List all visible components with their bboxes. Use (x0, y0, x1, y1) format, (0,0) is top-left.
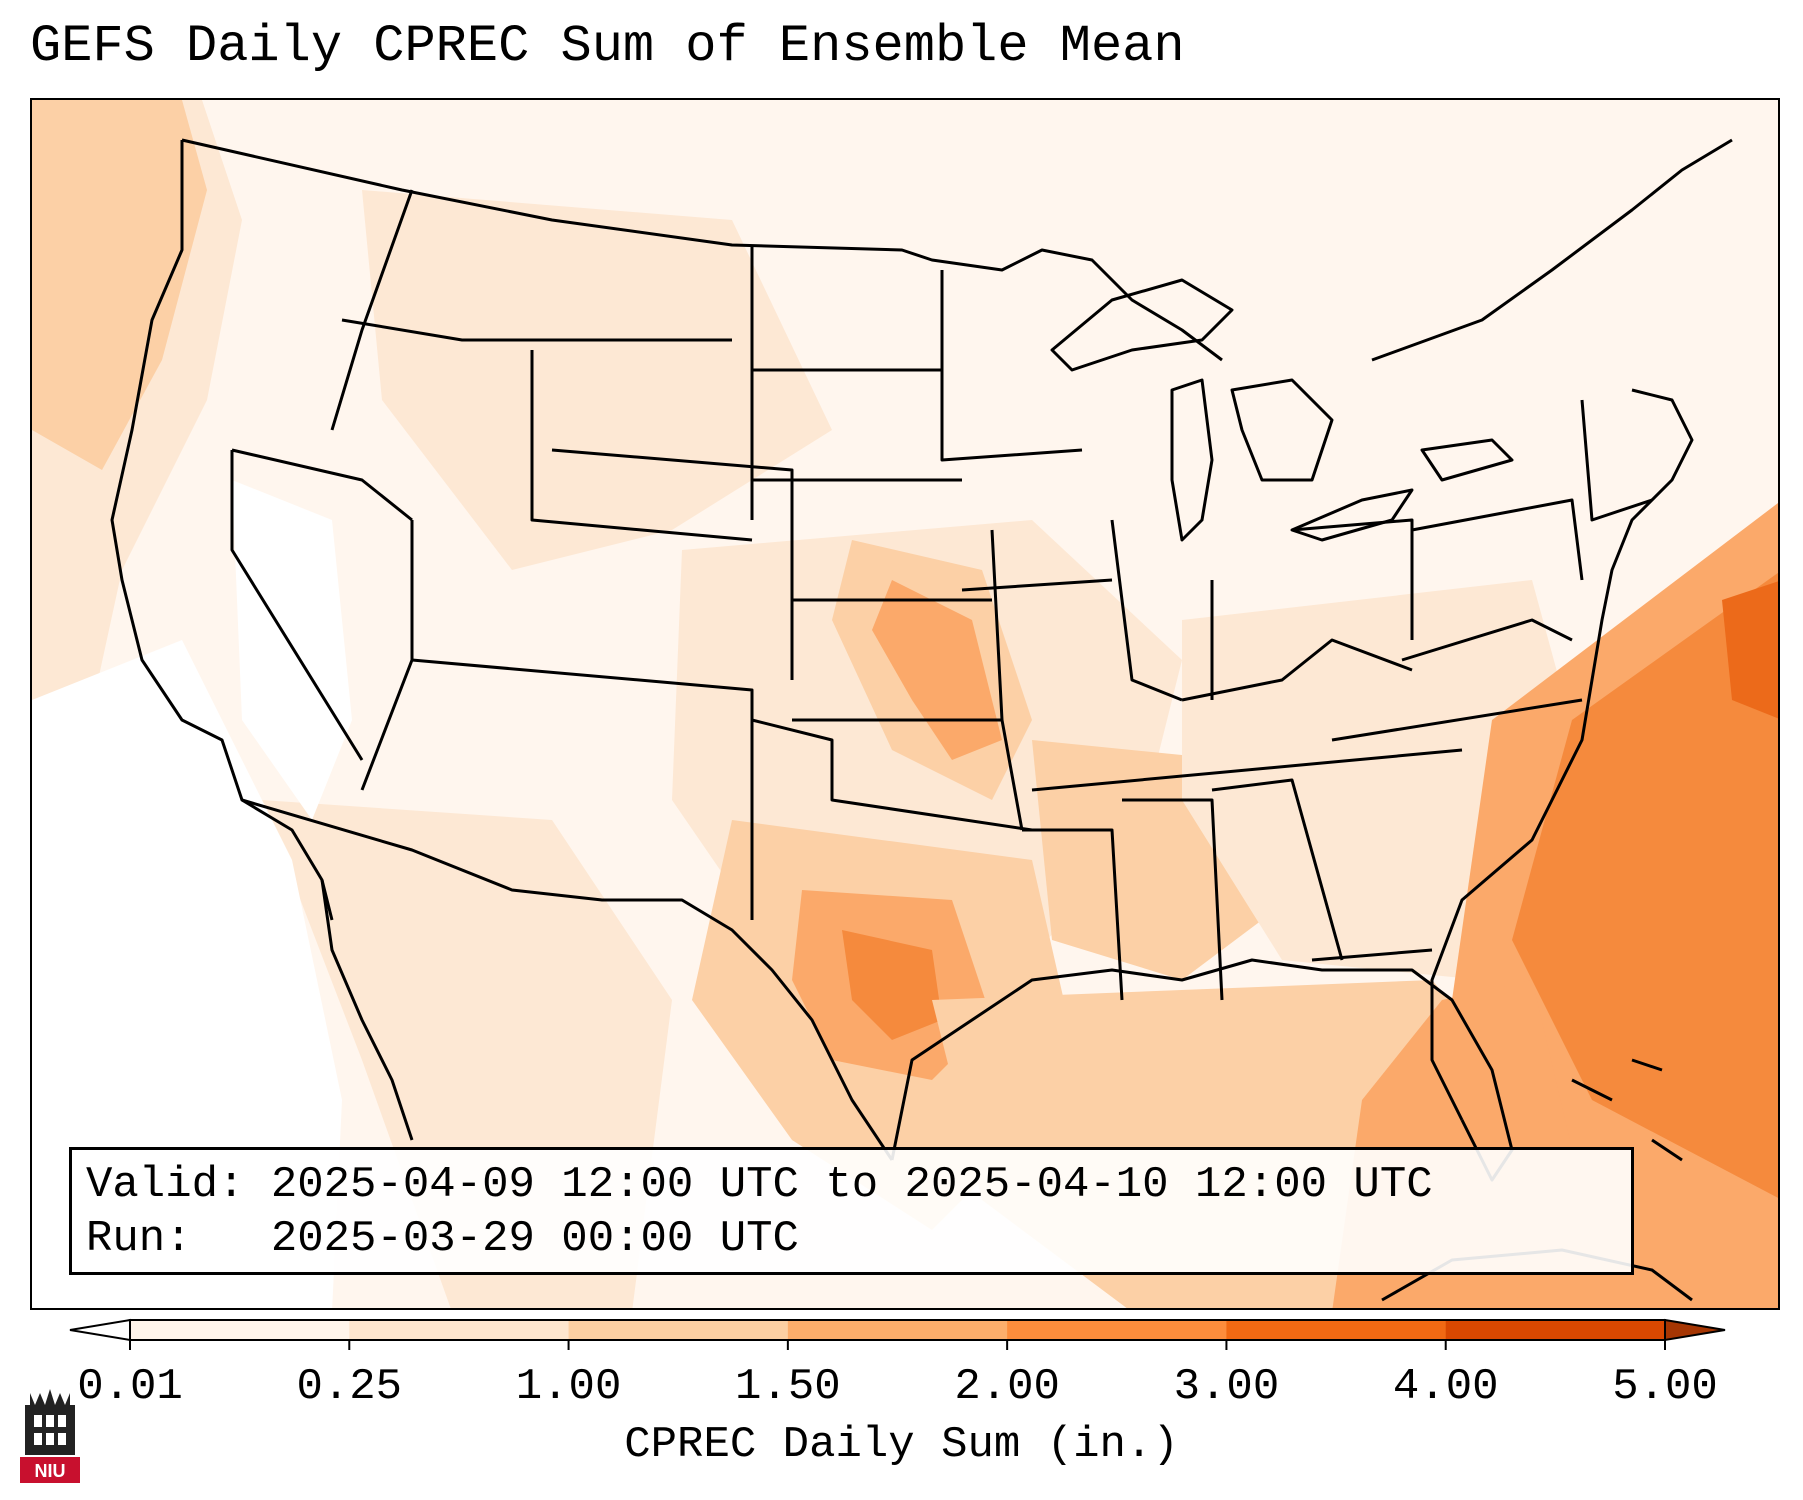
coastline-west (110, 140, 334, 921)
border-us-mexico (241, 798, 894, 1161)
precip-area-nevada-dry (232, 480, 352, 820)
lake-huron (1230, 378, 1334, 482)
island-bahamas (1571, 1058, 1683, 1162)
precip-shading (32, 100, 1778, 1308)
colorbar-segment (1445, 1320, 1666, 1340)
colorbar-label: CPREC Daily Sum (in.) (624, 1420, 1179, 1470)
state-line-northern-rockies (341, 318, 732, 342)
colorbar-segment (787, 1320, 1008, 1340)
state-line-ok-tx (751, 718, 1033, 832)
colorbar-tick-label: 1.50 (735, 1362, 841, 1412)
colorbar-tick-label: 4.00 (1393, 1362, 1499, 1412)
state-line-mo-west (990, 529, 1024, 831)
colorbar-segment (130, 1320, 350, 1340)
map-title: GEFS Daily CPREC Sum of Ensemble Mean (30, 17, 1185, 76)
colorbar-tick-label: 0.25 (296, 1362, 402, 1412)
colorbar-tick-label: 5.00 (1612, 1362, 1718, 1412)
coastline-gulf (890, 958, 1514, 1182)
state-line-ky (1181, 638, 1413, 702)
state-line-ar-la (1022, 828, 1124, 1001)
colorbar-segments (69, 1318, 1726, 1342)
border-us-canada (181, 138, 1223, 362)
run-label: Run: (86, 1214, 192, 1264)
precip-map: Valid: 2025-04-09 12:00 UTC to 2025-04-1… (30, 98, 1780, 1310)
precip-area-atlantic-peak (1722, 581, 1778, 719)
state-line-al (1211, 778, 1344, 961)
map-borders (110, 138, 1733, 1302)
colorbar-segment (1007, 1320, 1227, 1340)
state-line-ca-nv (230, 450, 364, 761)
lake-ontario (1420, 438, 1514, 482)
run-value: 2025-03-29 00:00 UTC (270, 1214, 799, 1264)
state-line-ga-fl (1311, 948, 1433, 962)
colorbar-outline (129, 1319, 1666, 1341)
precip-area-northwest (32, 100, 207, 470)
valid-label: Valid: (86, 1160, 245, 1210)
colorbar-segment (1226, 1320, 1447, 1340)
info-box: Valid: 2025-04-09 12:00 UTC to 2025-04-1… (69, 1147, 1634, 1275)
colorbar-segment (568, 1320, 789, 1340)
state-line-colorado (551, 448, 794, 680)
colorbar-under-arrow (69, 1318, 131, 1342)
state-line-nc (1331, 698, 1583, 742)
svg-text:NIU: NIU (35, 1461, 66, 1481)
precip-area-kansas-core (872, 580, 1002, 760)
colorbar-tick-label: 0.01 (77, 1362, 183, 1412)
border-canada-east (1371, 138, 1733, 362)
state-line-ms (1122, 798, 1224, 1001)
precip-area-atlantic-core (1512, 572, 1778, 1198)
colorbar-over-arrow (1664, 1318, 1726, 1342)
state-line-idaho (330, 189, 414, 431)
lake-superior (1050, 278, 1234, 372)
colorbar-ticks: 0.01 0.25 1.00 1.50 2.00 3.00 4.00 5.00 (77, 1340, 1718, 1412)
coastline-east (1430, 388, 1694, 1121)
state-line-nevada (231, 448, 413, 522)
lake-erie (1290, 488, 1414, 542)
state-line-ny-pa (1411, 498, 1584, 581)
state-line-utah-az (360, 520, 414, 791)
state-line-wyoming (530, 350, 753, 542)
colorbar-tick-label: 3.00 (1174, 1362, 1280, 1412)
state-line-new-england (1580, 399, 1653, 522)
precip-area-texas-peak (842, 930, 942, 1040)
state-line-il-in (1110, 519, 1183, 702)
state-line-iowa-mo (961, 578, 1113, 592)
colorbar-tick-label: 1.00 (516, 1362, 622, 1412)
precip-area-rockies (362, 190, 832, 570)
niu-logo-icon: NIU (20, 1389, 80, 1483)
coastline-baja (320, 879, 414, 1141)
state-line-oh-pa (1291, 518, 1414, 640)
map-canvas (32, 100, 1778, 1308)
state-line-mn-ia (940, 270, 1083, 462)
state-line-tn (1031, 748, 1463, 792)
valid-value: 2025-04-09 12:00 UTC to 2025-04-10 12:00… (270, 1160, 1433, 1210)
colorbar-tick-label: 2.00 (954, 1362, 1060, 1412)
colorbar-segment (349, 1320, 570, 1340)
state-line-va (1401, 618, 1573, 662)
state-line-four-corners (411, 658, 754, 920)
colorbar: 0.01 0.25 1.00 1.50 2.00 3.00 4.00 5.00 (69, 1318, 1726, 1412)
lake-michigan (1170, 378, 1214, 542)
